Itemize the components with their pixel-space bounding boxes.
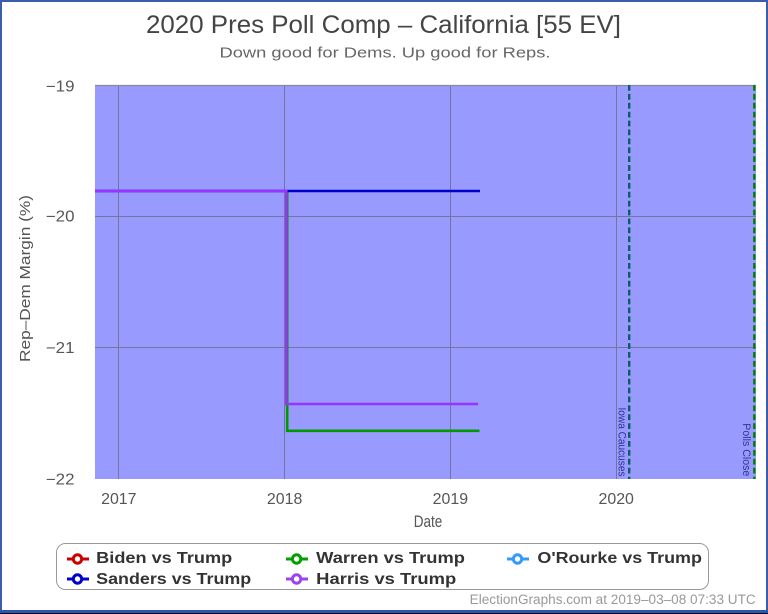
svg-text:Harris vs Trump: Harris vs Trump (316, 571, 456, 588)
svg-text:O'Rourke vs Trump: O'Rourke vs Trump (537, 550, 702, 567)
svg-text:Sanders vs Trump: Sanders vs Trump (96, 571, 251, 588)
svg-text:Date: Date (414, 513, 443, 531)
svg-text:2018: 2018 (267, 491, 302, 508)
svg-text:Biden vs Trump: Biden vs Trump (96, 550, 232, 567)
svg-text:−21: −21 (46, 340, 75, 357)
svg-text:−20: −20 (46, 209, 75, 226)
svg-text:2017: 2017 (101, 491, 136, 508)
svg-text:ElectionGraphs.com at 2019–03–: ElectionGraphs.com at 2019–03–08 07:33 U… (470, 592, 756, 607)
svg-text:Polls Close: Polls Close (740, 423, 752, 476)
svg-text:2020: 2020 (599, 491, 635, 508)
svg-text:−19: −19 (46, 78, 75, 95)
svg-text:Rep–Dem Margin (%): Rep–Dem Margin (%) (17, 195, 34, 362)
svg-text:2019: 2019 (433, 491, 468, 508)
svg-text:2020 Pres Poll Comp – Californ: 2020 Pres Poll Comp – California [55 EV] (146, 11, 621, 39)
svg-text:Iowa Caucuses: Iowa Caucuses (616, 408, 628, 477)
svg-text:−22: −22 (46, 471, 75, 488)
svg-text:Warren vs Trump: Warren vs Trump (316, 550, 465, 567)
svg-text:Down good for Dems. Up good fo: Down good for Dems. Up good for Reps. (220, 45, 551, 62)
